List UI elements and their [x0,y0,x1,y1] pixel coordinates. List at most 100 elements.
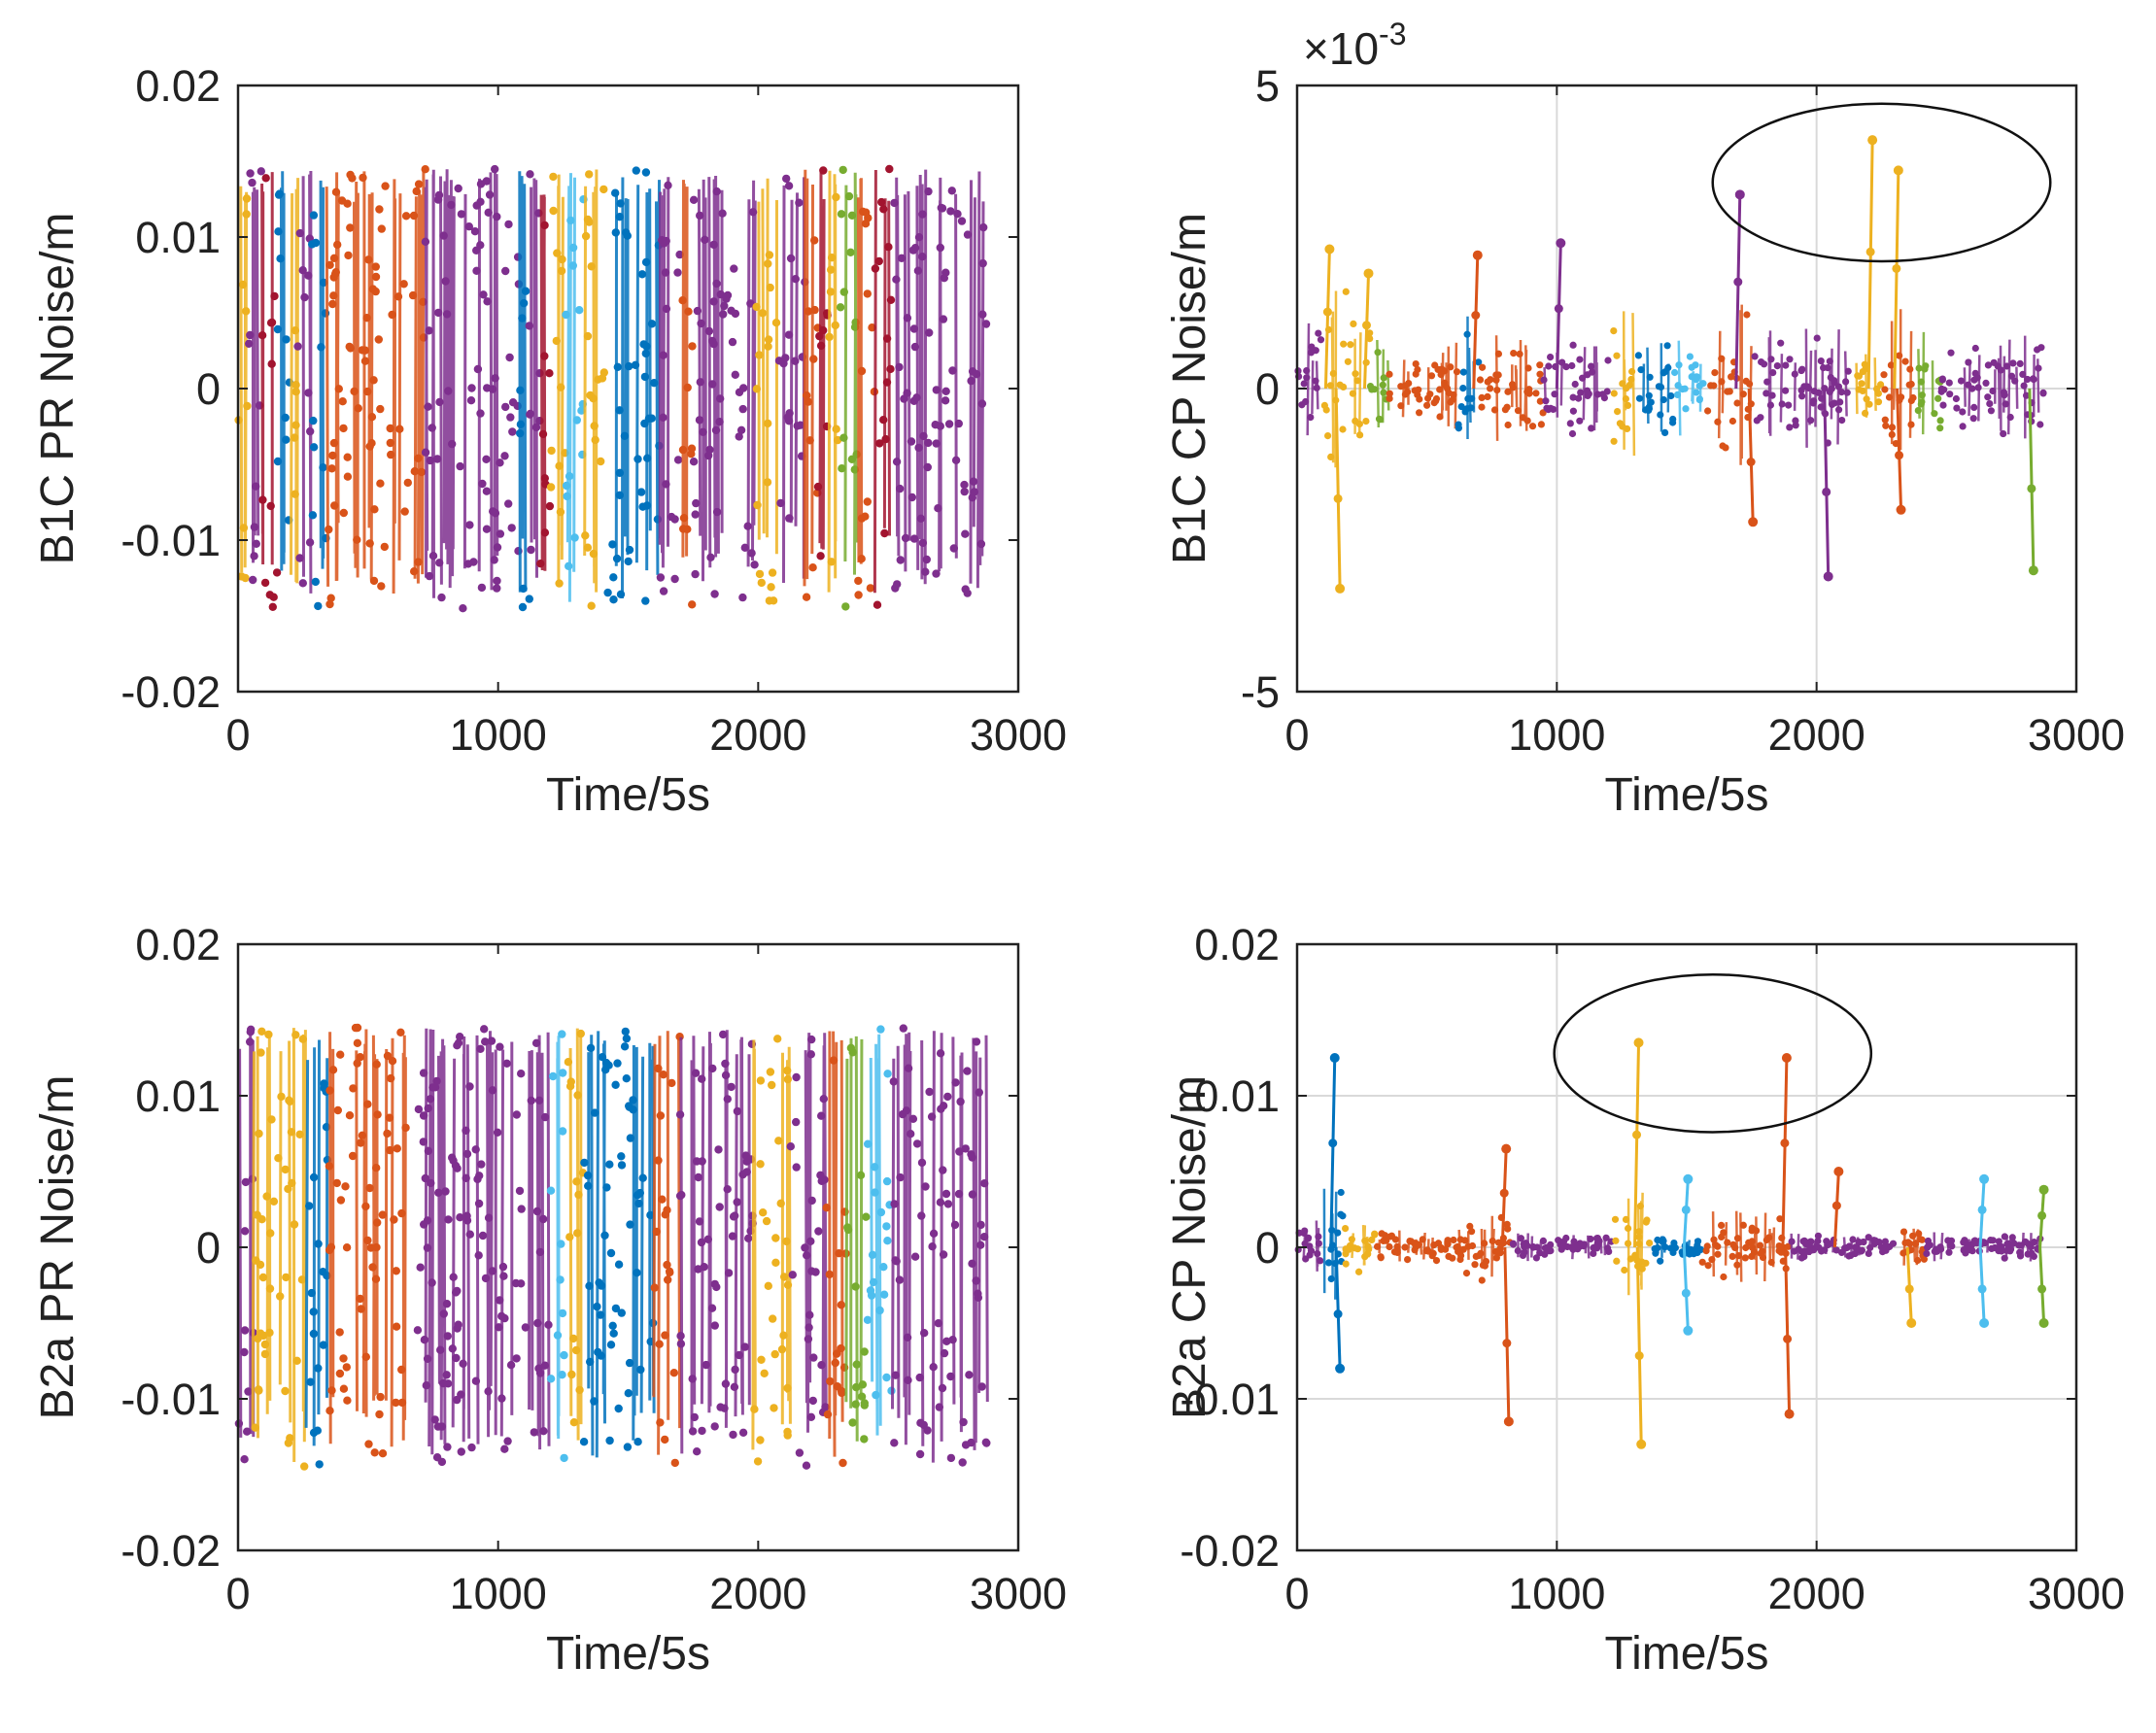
series-segment [1634,342,1677,437]
series-markers [325,1023,410,1458]
spike-line [1500,1148,1508,1248]
x-tick-label: 1000 [1508,710,1605,760]
series-segment [1854,354,1885,418]
noise-spike [2037,1246,2049,1328]
panel-b2a-pr: 0 1000 2000 3000 -0.02 -0.01 0 0.01 0.02 Time/5s… [32,920,1067,1680]
y-tick-label: -0.01 [1180,1375,1280,1424]
noise-spike [1333,1246,1346,1374]
series-markers [802,236,822,601]
series-segment [1703,304,1755,466]
x-tick-label: 3000 [2028,710,2125,760]
series-markers [1611,1202,1654,1274]
noise-spike [1904,1246,1917,1328]
series-trace [804,1033,828,1433]
y-axis-label: B2a CP Noise/m [1164,1075,1215,1419]
spike-marker [1333,1309,1343,1319]
exponent-power: -3 [1379,17,1406,51]
x-tick-label: 2000 [1768,710,1865,760]
series-segment [871,164,896,609]
series-segment [1937,335,2047,439]
y-tick-label: 0 [1255,1223,1280,1273]
noise-spike [1746,388,1759,527]
spike-marker [2027,484,2036,493]
series-segment [825,170,842,593]
spike-marker [1329,1053,1340,1063]
series-trace [556,1036,561,1440]
x-tick-label: 0 [1284,710,1309,760]
y-tick-label: -0.01 [120,516,221,565]
series-markers [1703,311,1755,466]
series-markers [257,174,282,611]
x-tick-label: 2000 [709,710,806,760]
y-tick-label: 0.02 [135,920,221,969]
spike-marker [1892,263,1901,273]
series-segment [1462,1213,1514,1284]
noise-spike [1733,189,1745,390]
series-segment [562,173,588,602]
spike-marker [1636,1439,1647,1449]
noise-spike [1977,1246,1990,1328]
spike-marker [1472,250,1483,260]
series-segment [1373,1229,1469,1265]
series-segment [1294,323,1325,436]
series-markers [1751,334,1852,447]
series-segment [1698,1210,1793,1282]
spike-marker [1683,1325,1694,1336]
plot-data [1294,135,2047,594]
noise-spike [1822,388,1833,582]
ticks: 0 1000 2000 3000 -0.02 -0.01 0 0.01 0.02 [120,61,1067,760]
spike-line [1363,273,1371,390]
spike-marker [1335,1363,1346,1374]
series-segment [251,1027,309,1471]
noise-spike [1499,1143,1512,1248]
series-trace [869,1034,882,1436]
y-tick-label: 0.02 [1194,920,1280,969]
y-tick-label: -0.01 [120,1375,221,1424]
y-tick-label: 0.01 [135,213,221,262]
noise-spike [1977,1173,1990,1248]
series-segment [675,1030,757,1456]
noise-spike [1362,268,1374,390]
series-markers [1937,344,2047,438]
spike-marker [1556,238,1566,249]
spike-marker [1363,268,1374,279]
series-segment [890,169,991,597]
spike-marker [1633,1037,1644,1048]
spike-line [1323,249,1331,390]
series-segment [546,172,569,588]
series-markers [1373,1230,1469,1265]
noise-spike [1783,1246,1795,1419]
series-markers [1294,1227,1324,1265]
y-axis-label: B2a PR Noise/m [32,1075,84,1420]
series-segment [1611,1192,1654,1296]
series-trace [251,187,260,563]
series-markers [1386,359,1461,421]
spike-marker [1734,189,1745,200]
noise-spike [1831,1167,1844,1248]
spike-marker [2038,1184,2049,1195]
spike-marker [1554,304,1563,314]
x-tick-label: 1000 [450,1569,547,1618]
noise-spike [1322,244,1335,390]
series-segment [863,1025,896,1436]
series-markers [421,164,524,613]
spike-marker [1784,1409,1795,1419]
annotation-layer [1711,102,2052,263]
series-trace [828,1031,844,1457]
series-trace [530,178,538,578]
series-markers [1454,330,1483,432]
y-tick-label: 0.02 [135,61,221,111]
annotation-ellipse [1711,102,2052,263]
series-markers [1651,1236,1705,1265]
noise-spike [2037,1184,2049,1248]
spike-marker [1979,1318,1990,1328]
series-markers [564,1029,588,1427]
series-segment [750,1035,793,1466]
y-tick-label: 0.01 [135,1071,221,1121]
noise-spike [1333,388,1346,594]
series-markers [1788,1232,1898,1262]
x-axis-label: Time/5s [546,1628,710,1680]
spike-marker [1333,493,1343,503]
series-segment [1322,1188,1347,1300]
